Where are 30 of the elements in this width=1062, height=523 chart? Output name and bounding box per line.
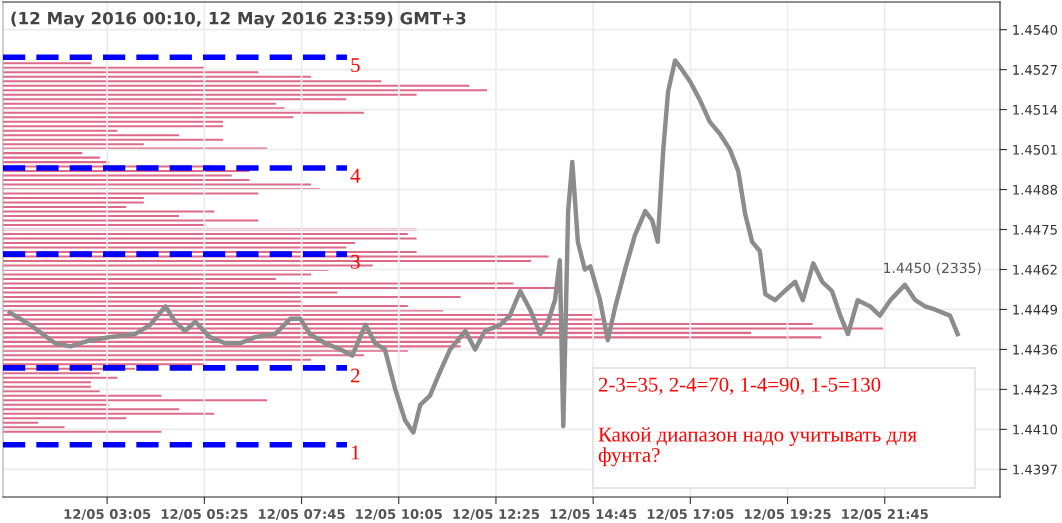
- annotation: 1: [351, 445, 360, 460]
- y-tick-label: 1.4475: [1013, 224, 1057, 235]
- annotation: 3: [351, 254, 360, 269]
- annotation: 2-3=35, 2-4=70, 1-4=90, 1-5=130: [598, 377, 881, 395]
- x-tick-label: 12/05 12:25: [453, 509, 540, 521]
- annotation: 1.4450 (2335): [884, 262, 981, 275]
- y-tick-label: 1.4501: [1013, 144, 1057, 155]
- y-tick-label: 1.4488: [1013, 184, 1058, 195]
- y-tick-label: 1.4423: [1013, 384, 1057, 395]
- y-tick-label: 1.4436: [1013, 344, 1058, 355]
- x-tick-label: 12/05 07:45: [258, 509, 345, 521]
- text: (12 May 2016 00:10, 12 May 2016 23:59) GMT+3: [11, 11, 466, 28]
- x-tick-label: 12/05 19:25: [744, 509, 831, 521]
- y-tick-label: 1.4397: [1013, 464, 1057, 475]
- annotation: 4: [350, 168, 361, 183]
- y-tick-label: 1.4527: [1013, 64, 1057, 75]
- x-tick-label: 12/05 14:45: [550, 509, 637, 521]
- annotation: Какой диапазон надо учитывать для фунта?: [598, 427, 917, 467]
- x-tick-label: 12/05 21:45: [842, 509, 928, 521]
- y-tick-label: 1.4462: [1013, 264, 1057, 275]
- y-tick-label: 1.4540: [1013, 24, 1058, 35]
- y-tick-label: 1.4449: [1013, 304, 1058, 315]
- x-tick-label: 12/05 05:25: [161, 509, 248, 521]
- x-tick-label: 12/05 17:05: [647, 509, 734, 521]
- annotation: 5: [351, 58, 360, 72]
- x-tick-label: 12/05 10:05: [356, 509, 442, 521]
- annotation: 2: [351, 368, 360, 383]
- x-tick-label: 12/05 03:05: [64, 509, 151, 521]
- y-tick-label: 1.4514: [1013, 105, 1058, 115]
- y-tick-label: 1.4410: [1013, 424, 1058, 435]
